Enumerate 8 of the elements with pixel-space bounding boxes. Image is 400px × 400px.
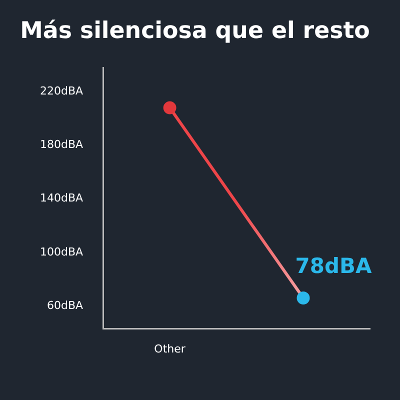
y-tick-label: 140dBA — [40, 192, 84, 205]
chart-title: Más silenciosa que el resto — [20, 18, 370, 44]
x-tick-label: Other — [154, 342, 186, 356]
y-tick-label: 100dBA — [40, 245, 84, 258]
annotation: 78dBA — [295, 254, 373, 278]
y-tick-label: 180dBA — [40, 138, 84, 152]
y-tick-label: 220dBA — [40, 84, 84, 98]
y-tick-label: 60dBA — [46, 298, 84, 312]
